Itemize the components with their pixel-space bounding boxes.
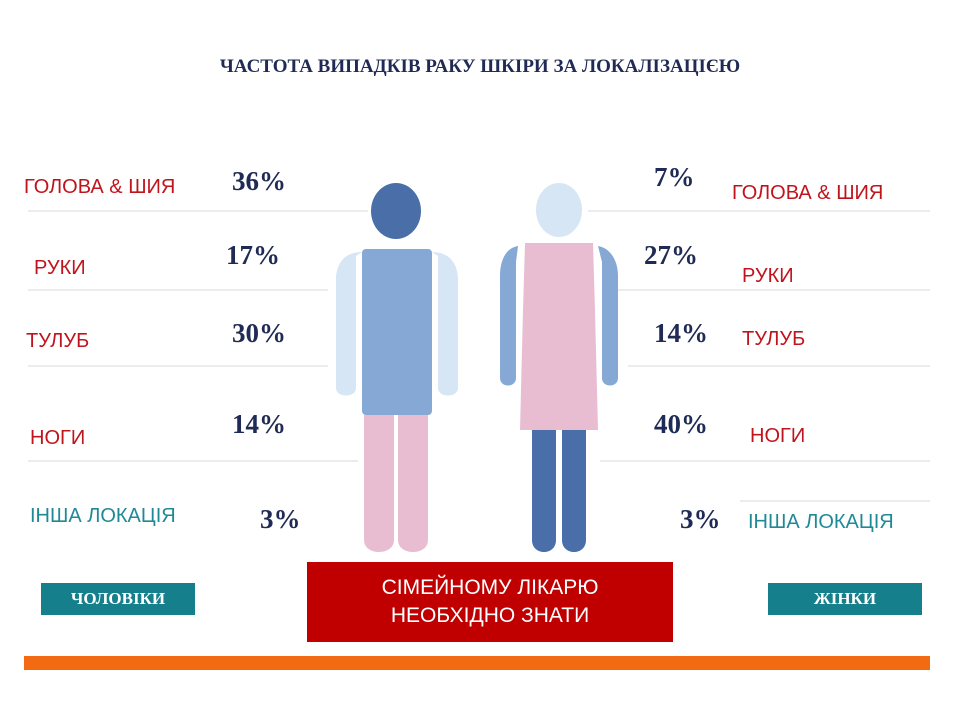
man-left-arm — [336, 252, 362, 396]
woman-left-leg — [532, 430, 556, 552]
woman-dress — [520, 243, 598, 430]
man-right-arm — [432, 252, 458, 396]
men-category-label: ТУЛУБ — [26, 330, 90, 352]
legend-women-badge: ЖІНКИ — [768, 583, 922, 615]
cta-box: СІМЕЙНОМУ ЛІКАРЮ НЕОБХІДНО ЗНАТИ — [307, 562, 673, 642]
row-divider — [740, 500, 930, 502]
men-category-label: ГОЛОВА & ШИЯ — [24, 176, 176, 198]
man-right-leg — [398, 415, 428, 552]
man-torso — [362, 249, 432, 415]
men-percent-label: 14% — [232, 409, 286, 439]
women-category-label: НОГИ — [750, 425, 806, 447]
women-percent-label: 27% — [644, 240, 698, 270]
men-percent-label: 17% — [226, 240, 280, 270]
row-divider — [28, 460, 358, 462]
men-category-label: РУКИ — [34, 257, 86, 279]
women-category-label: ТУЛУБ — [742, 328, 806, 350]
men-percent-label: 3% — [260, 504, 301, 534]
woman-left-arm — [500, 246, 518, 386]
women-percent-label: 7% — [654, 162, 695, 192]
legend-men-badge: ЧОЛОВІКИ — [41, 583, 195, 615]
women-percent-label: 3% — [680, 504, 721, 534]
man-head — [371, 183, 421, 239]
woman-figure-icon — [500, 183, 618, 552]
row-divider — [588, 210, 930, 212]
row-divider — [28, 289, 328, 291]
women-percent-label: 14% — [654, 318, 708, 348]
women-category-label: ІНША ЛОКАЦІЯ — [748, 511, 894, 533]
women-percent-label: 40% — [654, 409, 708, 439]
men-percent-label: 30% — [232, 318, 286, 348]
women-category-label: РУКИ — [742, 265, 794, 287]
chart-title: ЧАСТОТА ВИПАДКІВ РАКУ ШКІРИ ЗА ЛОКАЛІЗАЦ… — [219, 56, 741, 77]
cta-line-1: СІМЕЙНОМУ ЛІКАРЮ — [381, 576, 599, 599]
women-category-label: ГОЛОВА & ШИЯ — [732, 182, 884, 204]
row-divider — [628, 365, 930, 367]
men-percent-label: 36% — [232, 166, 286, 196]
man-figure-icon — [336, 183, 458, 552]
men-category-label: ІНША ЛОКАЦІЯ — [30, 505, 176, 527]
man-left-leg — [364, 415, 394, 552]
row-divider — [618, 289, 930, 291]
cta-line-2: НЕОБХІДНО ЗНАТИ — [390, 604, 590, 627]
men-category-label: НОГИ — [30, 427, 86, 449]
woman-head — [536, 183, 582, 237]
woman-right-leg — [562, 430, 586, 552]
footer-accent-bar — [24, 656, 930, 670]
row-divider — [600, 460, 930, 462]
woman-right-arm — [598, 246, 618, 386]
row-divider — [28, 210, 368, 212]
row-divider — [28, 365, 328, 367]
